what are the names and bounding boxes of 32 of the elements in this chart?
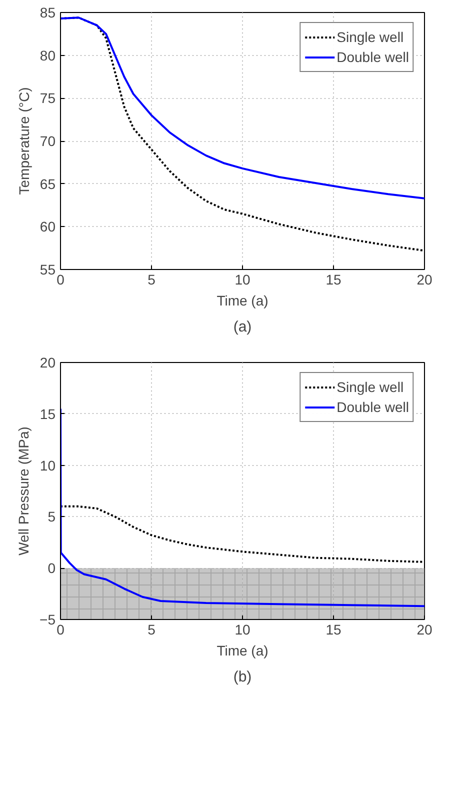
y-axis-title: Temperature (°C) xyxy=(16,87,32,195)
x-tick-label: 10 xyxy=(234,622,250,638)
y-tick-label: 15 xyxy=(40,406,56,422)
x-tick-label: 20 xyxy=(416,272,432,288)
line-series xyxy=(60,16,424,200)
y-tick-label: 85 xyxy=(40,4,56,20)
y-tick-label: 70 xyxy=(40,133,56,149)
x-axis-title: Time (a) xyxy=(216,642,268,658)
y-tick-label: 5 xyxy=(48,508,56,525)
x-tick-label: 15 xyxy=(326,272,342,288)
y-tick-label: 75 xyxy=(40,90,56,106)
y-tick-label: 55 xyxy=(40,262,56,278)
y-tick-label: 80 xyxy=(40,47,56,64)
text: (a) xyxy=(233,318,252,336)
y-axis-title: Well Pressure (MPa) xyxy=(16,426,32,556)
y-tick-label: 60 xyxy=(40,218,56,235)
text: (b) xyxy=(233,668,252,686)
x-axis-title: Time (a) xyxy=(216,292,268,308)
legend-label: Double well xyxy=(336,399,409,415)
legend-label: Double well xyxy=(336,49,409,65)
x-tick-label: 20 xyxy=(416,622,432,638)
legend-label: Single well xyxy=(336,29,404,45)
x-tick-label: 5 xyxy=(148,272,156,288)
x-tick-label: 10 xyxy=(234,272,250,288)
y-tick-label: −5 xyxy=(40,612,56,628)
y-tick-label: 0 xyxy=(48,560,56,576)
y-tick-label: 65 xyxy=(40,176,56,192)
legend-label: Single well xyxy=(336,379,404,395)
y-tick-label: 10 xyxy=(40,457,56,474)
x-tick-label: 5 xyxy=(148,622,156,638)
x-tick-label: 15 xyxy=(326,622,342,638)
y-tick-label: 20 xyxy=(40,354,56,370)
